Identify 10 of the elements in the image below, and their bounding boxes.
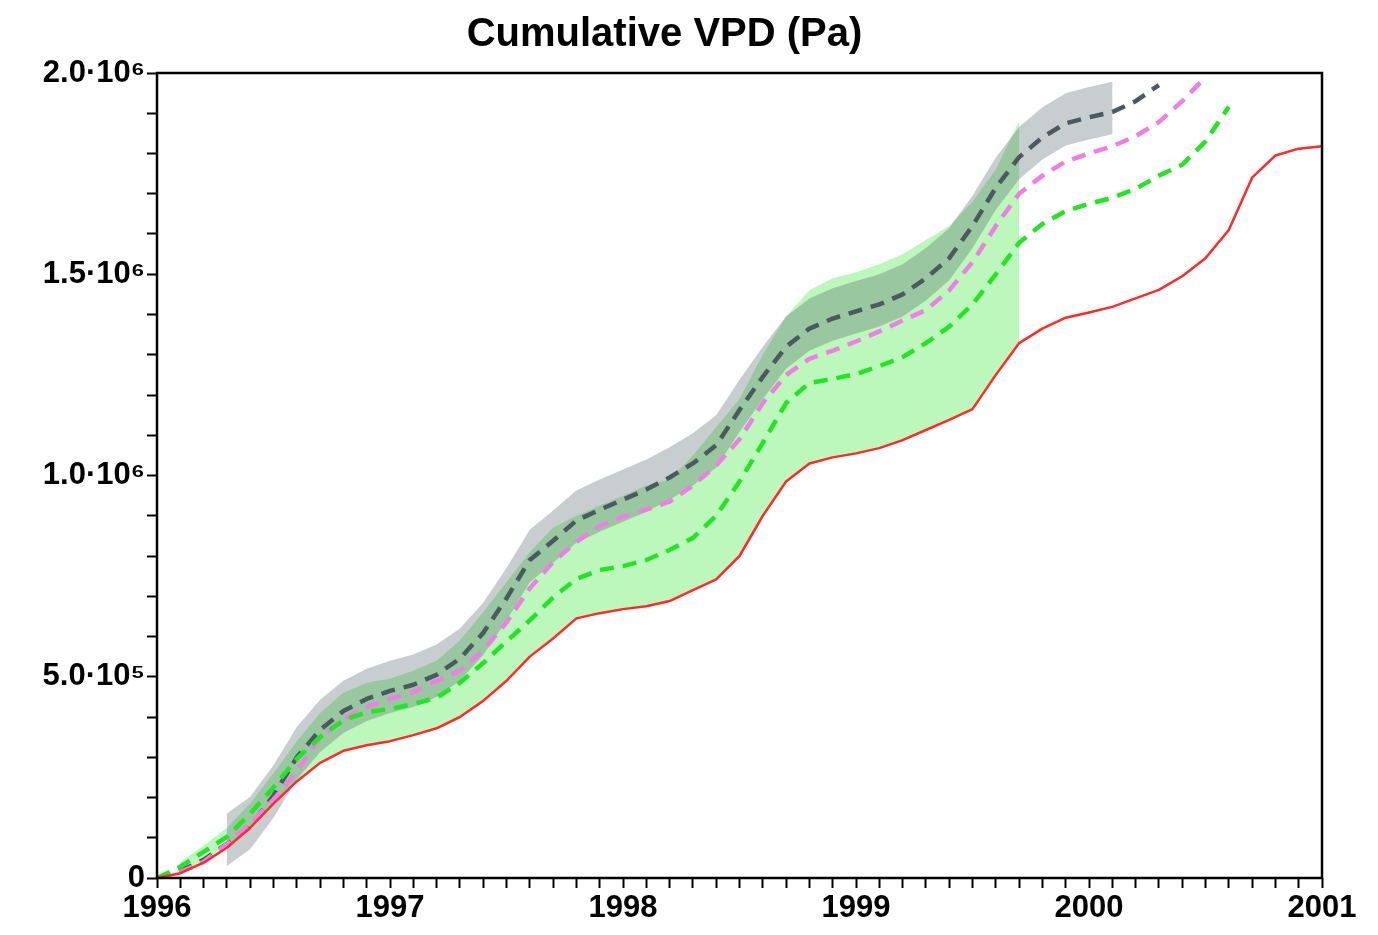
x-tick-label: 2000 (1054, 889, 1124, 925)
y-tick-label: 2.0·10⁶ (42, 53, 145, 89)
x-tick-label: 1997 (355, 889, 425, 925)
y-tick-label: 5.0·10⁵ (42, 657, 145, 693)
x-tick-label: 1998 (588, 889, 658, 925)
x-tick-label: 2001 (1287, 889, 1357, 925)
x-tick-label: 1999 (821, 889, 891, 925)
y-tick-label: 1.0·10⁶ (42, 456, 145, 492)
y-tick-label: 1.5·10⁶ (42, 254, 145, 290)
chart-title: Cumulative VPD (Pa) (466, 10, 863, 55)
